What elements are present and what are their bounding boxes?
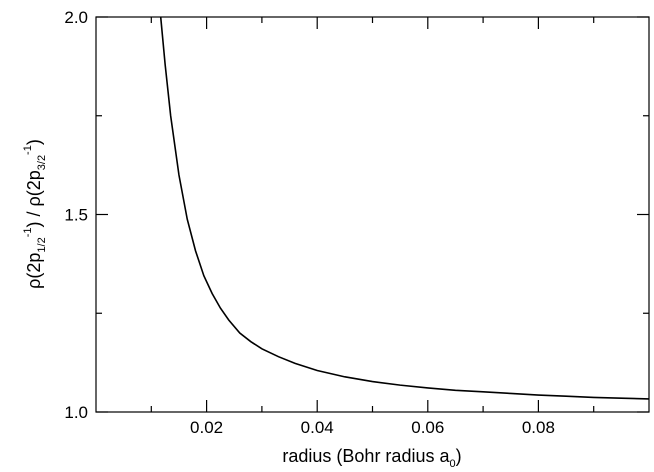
y-tick-label: 1.5: [64, 206, 88, 225]
y-tick-label: 1.0: [64, 403, 88, 422]
plot-frame: [95, 16, 650, 413]
x-axis-label: radius (Bohr radius a0): [282, 446, 461, 470]
x-tick-label: 0.08: [522, 418, 555, 437]
x-tick-label: 0.02: [190, 418, 223, 437]
ticks-group: [96, 16, 649, 413]
series-line: [159, 16, 650, 400]
tick-labels-group: 0.02 0.04 0.06 0.08 1.0 1.5 2.0: [64, 8, 555, 437]
x-tick-label: 0.04: [301, 418, 334, 437]
y-axis-label: ρ(2p1/2-1) / ρ(2p3/2-1): [22, 139, 48, 289]
y-tick-label: 2.0: [64, 8, 88, 27]
x-tick-label: 0.06: [411, 418, 444, 437]
